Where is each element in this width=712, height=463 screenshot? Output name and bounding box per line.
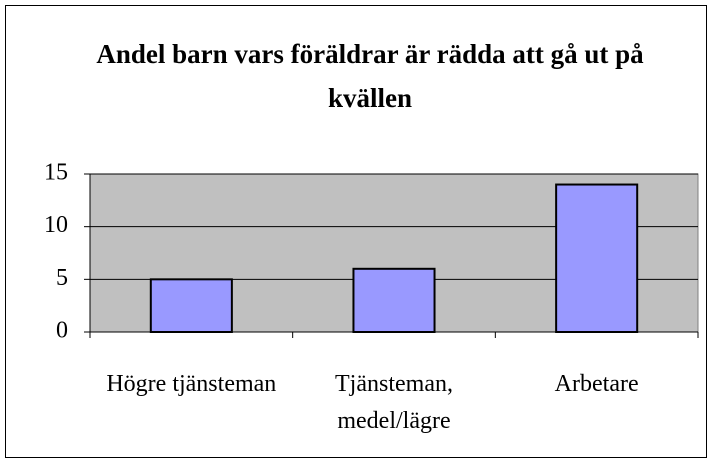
y-tick-label: 15 [44,160,68,186]
y-tick-label: 5 [56,265,68,291]
y-tick-label: 10 [44,212,68,238]
bar [149,278,233,334]
x-tick-label: Högre tjänsteman [106,371,277,397]
bar [352,267,436,333]
bar [555,183,639,333]
x-tick-label: Arbetare [554,371,639,397]
x-tick-label: Tjänsteman, medel/lägre [335,371,453,434]
chart-title: Andel barn vars föräldrar är rädda att g… [96,39,644,113]
y-tick-label: 0 [56,318,68,344]
